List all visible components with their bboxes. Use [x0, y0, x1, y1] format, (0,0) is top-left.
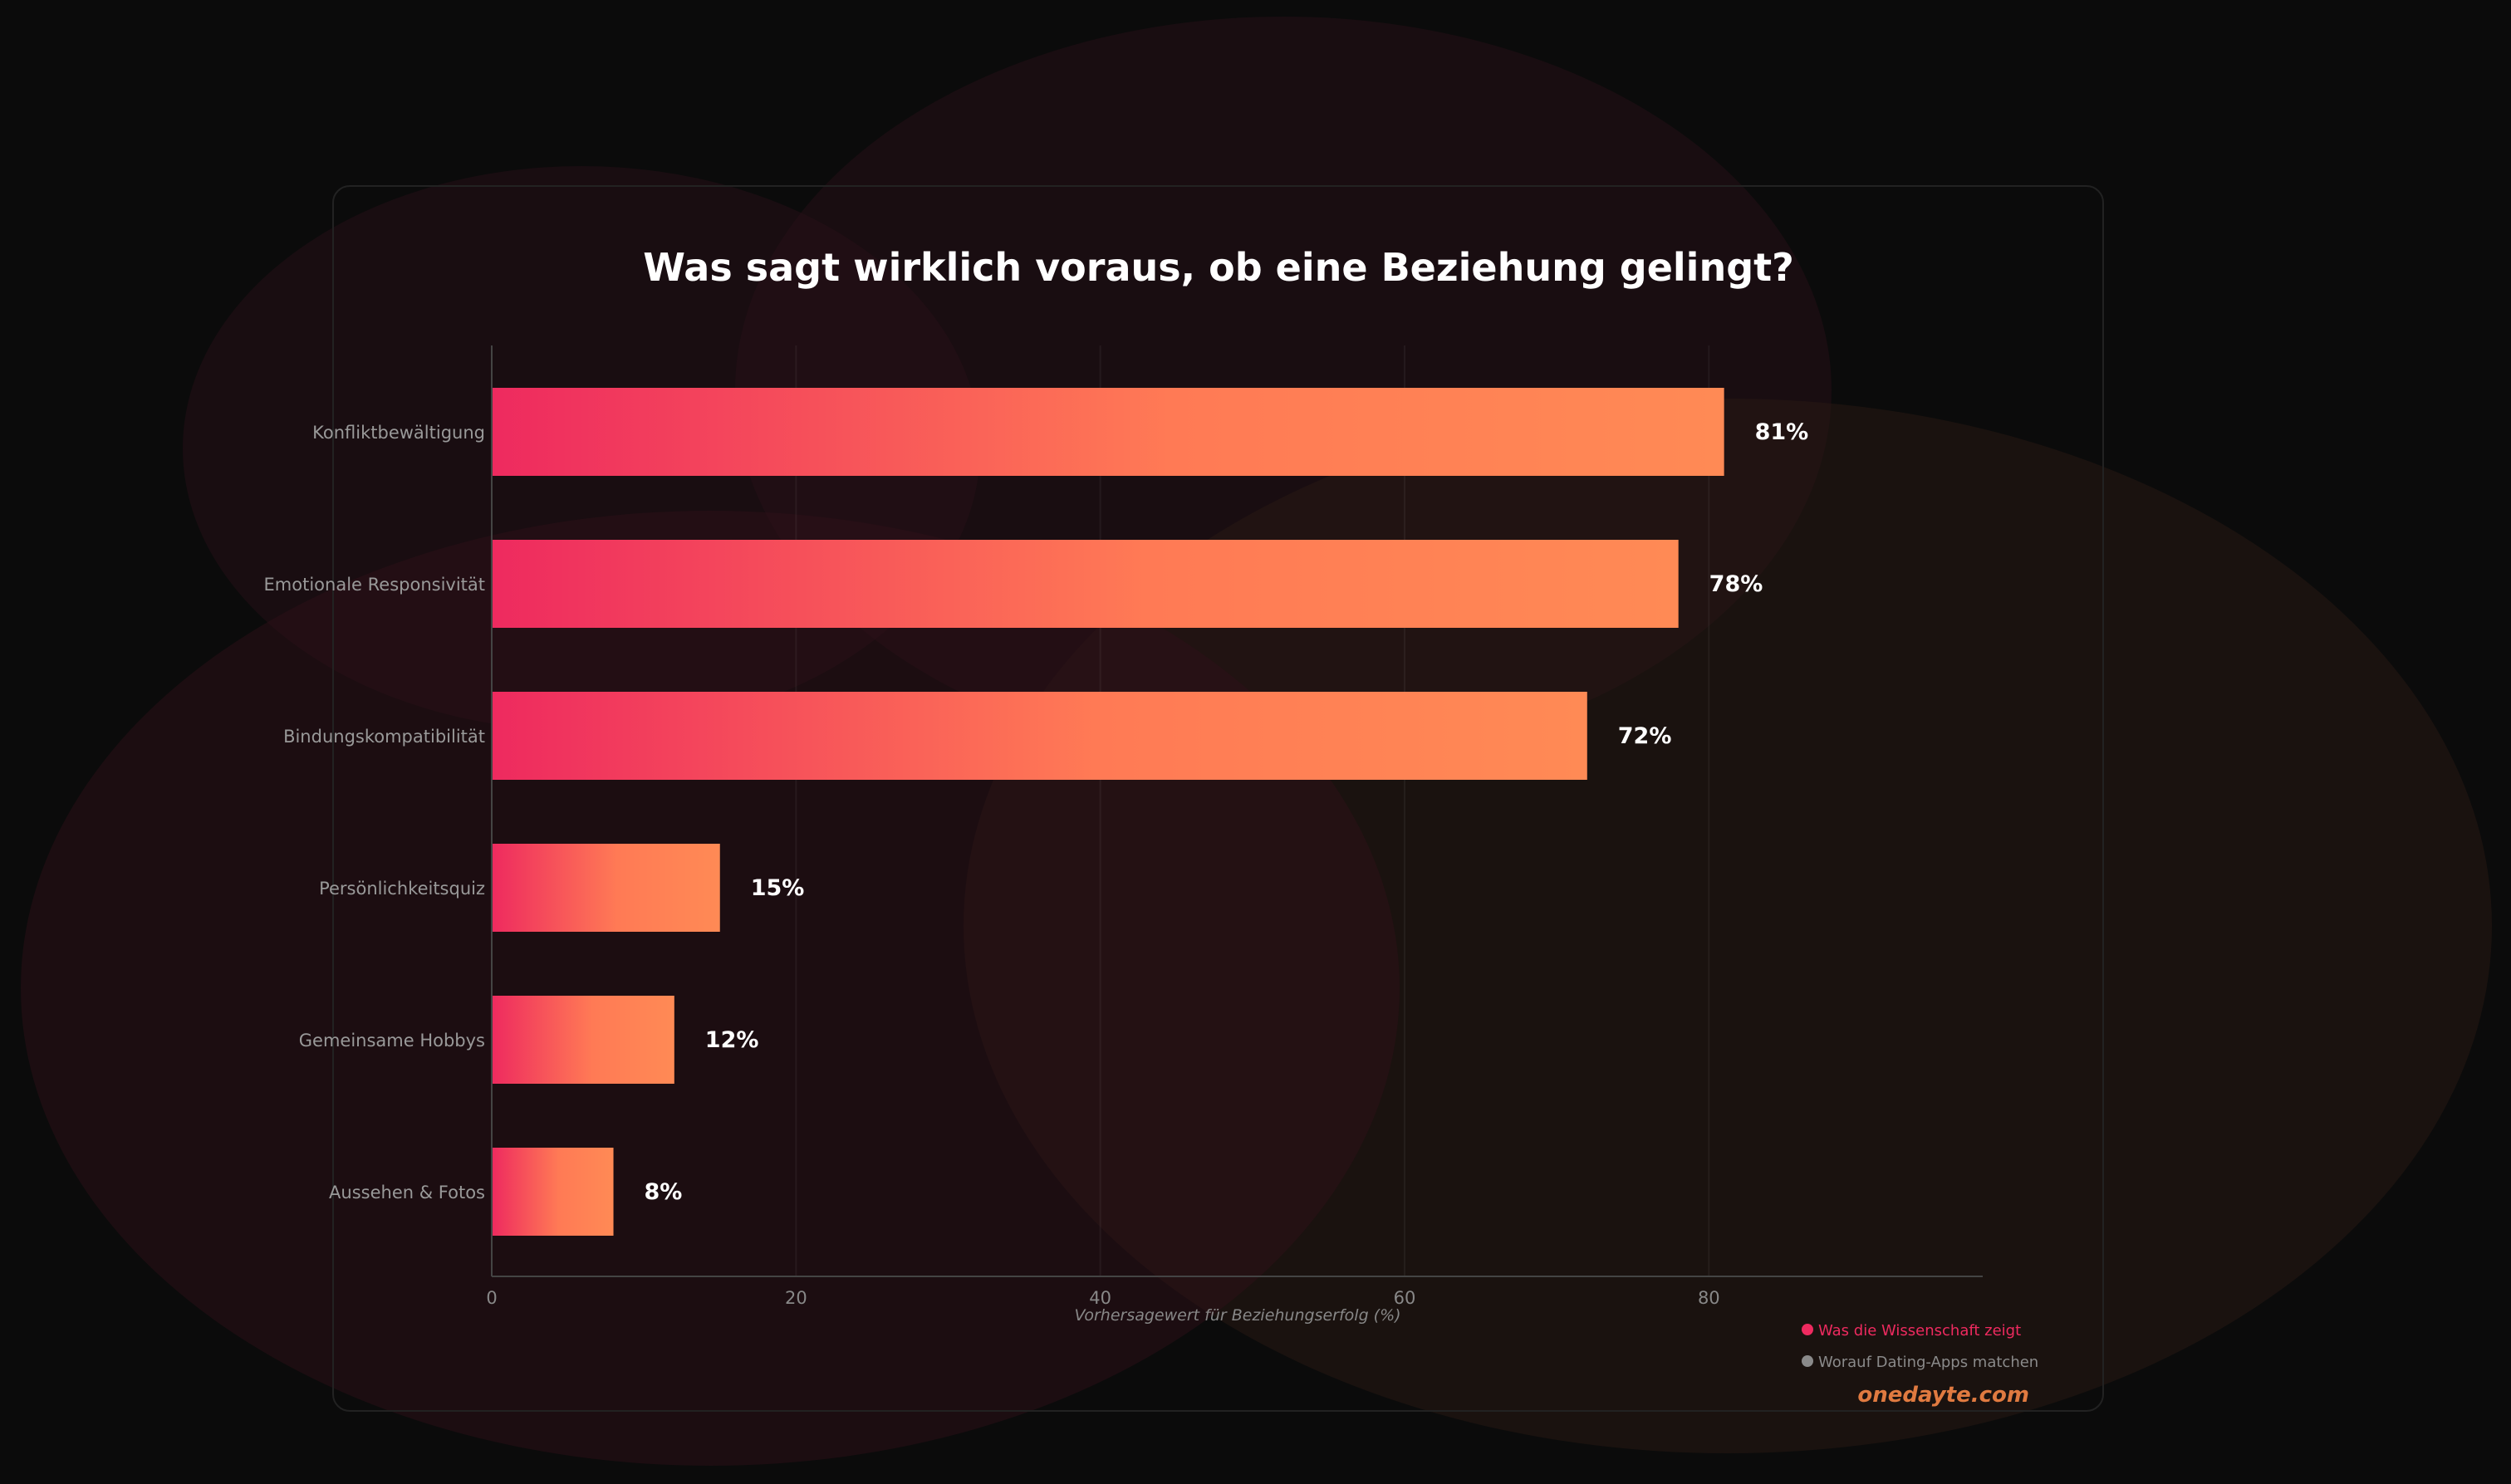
bar: [492, 388, 1724, 476]
y-tick-label: Persönlichkeitsquiz: [319, 879, 485, 899]
x-tick-label: 20: [785, 1288, 807, 1308]
legend-label-apps: Worauf Dating-Apps matchen: [1818, 1354, 2038, 1371]
y-tick-label: Aussehen & Fotos: [329, 1183, 485, 1202]
data-label: 72%: [1618, 723, 1672, 749]
x-axis-label: Vorhersagewert für Beziehungserfolg (%): [1074, 1306, 1400, 1325]
x-tick-label: 40: [1089, 1288, 1111, 1308]
x-tick-label: 80: [1698, 1288, 1720, 1308]
watermark: onedayte.com: [1857, 1383, 2029, 1408]
chart-card: [332, 185, 2104, 1412]
data-label: 78%: [1709, 571, 1763, 597]
data-label: 81%: [1755, 419, 1809, 445]
legend: Was die Wissenschaft zeigt Worauf Dating…: [1802, 1322, 2038, 1371]
data-label: 12%: [705, 1027, 759, 1053]
x-tick-label: 0: [486, 1288, 497, 1308]
legend-marker-science: [1802, 1324, 1813, 1335]
bar: [492, 1148, 614, 1236]
bar: [492, 996, 674, 1084]
data-label: 15%: [751, 875, 805, 901]
legend-label-science: Was die Wissenschaft zeigt: [1818, 1322, 2021, 1340]
bar: [492, 540, 1679, 628]
bar: [492, 692, 1587, 780]
y-tick-label: Gemeinsame Hobbys: [299, 1031, 485, 1051]
y-tick-label: Emotionale Responsivität: [264, 575, 485, 595]
x-tick-label: 60: [1394, 1288, 1416, 1308]
y-tick-label: Konfliktbewältigung: [312, 423, 485, 443]
grid: [795, 345, 1710, 1276]
x-axis: 0 20 40 60 80: [486, 345, 1983, 1308]
data-label: 8%: [645, 1179, 683, 1205]
y-tick-label: Bindungskompatibilität: [283, 727, 485, 747]
chart-title: Was sagt wirklich voraus, ob eine Bezieh…: [643, 245, 1794, 290]
bar: [492, 844, 720, 932]
bars: Konfliktbewältigung 81% Emotionale Respons…: [264, 388, 1809, 1236]
legend-marker-apps: [1802, 1355, 1813, 1367]
